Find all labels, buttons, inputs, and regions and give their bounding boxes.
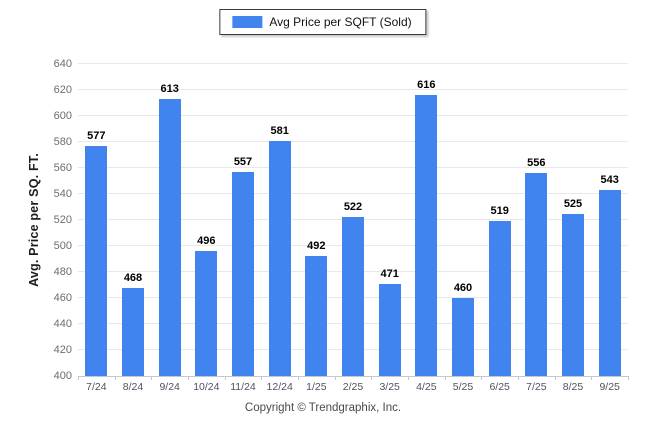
x-axis-tick <box>78 376 79 380</box>
x-axis-tick <box>261 376 263 380</box>
chart-legend: Avg Price per SQFT (Sold) <box>219 9 427 35</box>
x-tick-label: 10/24 <box>193 381 220 393</box>
y-tick-label: 540 <box>53 188 72 200</box>
y-tick-label: 520 <box>53 214 72 226</box>
x-axis-tick <box>518 376 519 380</box>
y-tick-label: 400 <box>53 370 72 382</box>
x-tick-label: 9/24 <box>159 381 180 393</box>
x-axis-tick <box>371 376 373 380</box>
bar <box>85 145 108 376</box>
x-axis-tick <box>188 376 189 380</box>
x-axis-tick <box>628 376 629 380</box>
bar-value-label: 471 <box>380 267 399 280</box>
x-axis-tick <box>114 376 116 380</box>
y-tick-label: 440 <box>53 318 72 330</box>
y-tick-label: 600 <box>53 110 72 122</box>
x-tick-label: 8/25 <box>562 381 584 393</box>
x-axis-tick <box>408 376 409 380</box>
y-tick-label: 460 <box>53 292 72 304</box>
bar-value-label: 496 <box>197 235 216 248</box>
x-axis-tick <box>224 376 226 380</box>
gridline <box>78 141 628 142</box>
bar-value-label: 577 <box>87 129 106 142</box>
x-tick-label: 4/25 <box>416 381 437 393</box>
bar <box>268 140 291 376</box>
x-axis-tick <box>444 376 446 380</box>
x-axis-tick <box>298 376 299 380</box>
x-tick-label: 12/24 <box>266 381 293 393</box>
bar <box>525 173 548 376</box>
x-tick-label: 5/25 <box>452 381 474 393</box>
y-tick-label: 480 <box>53 266 72 278</box>
gridline <box>78 115 628 116</box>
x-axis-tick <box>151 376 153 380</box>
x-tick-label: 2/25 <box>342 381 364 393</box>
bar <box>598 190 621 376</box>
bar-value-label: 492 <box>307 240 326 253</box>
x-tick-label: 8/24 <box>122 381 144 393</box>
gridline <box>78 193 628 194</box>
bar-value-label: 519 <box>490 205 509 218</box>
bar-value-label: 468 <box>123 271 143 284</box>
bar <box>378 283 401 376</box>
x-tick-label: 7/25 <box>526 381 547 393</box>
bar-chart-plot-area: 577 468 613 496 557 581 492 522 471 616 460 519 556 5… <box>78 63 628 377</box>
bar-value-label: 557 <box>233 155 253 168</box>
x-tick-label: 3/25 <box>379 381 400 393</box>
x-axis-tick <box>591 376 593 380</box>
x-tick-label: 7/24 <box>86 381 107 393</box>
bar-value-label: 522 <box>343 201 363 214</box>
bar <box>452 298 474 376</box>
bar <box>415 95 438 376</box>
y-tick-label: 580 <box>53 136 72 148</box>
bar-value-label: 543 <box>600 174 619 187</box>
x-tick-label: 9/25 <box>599 381 620 393</box>
bar <box>195 251 218 376</box>
gridline <box>78 63 628 64</box>
gridline <box>78 167 628 168</box>
gridline <box>78 89 628 90</box>
y-tick-label: 640 <box>53 58 72 70</box>
legend-label: Avg Price per SQFT (Sold) <box>269 15 412 29</box>
x-axis-tick <box>481 376 483 380</box>
bar <box>232 171 254 376</box>
x-axis-tick <box>554 376 556 380</box>
x-axis-tick <box>334 376 336 380</box>
bar <box>122 287 144 376</box>
bar <box>562 213 584 376</box>
bar-value-label: 460 <box>453 282 473 294</box>
legend-swatch-avg-price <box>232 16 263 28</box>
bar <box>158 99 181 376</box>
x-tick-label: 11/24 <box>230 381 256 393</box>
y-tick-label: 560 <box>53 162 72 174</box>
bar <box>342 217 364 376</box>
bar <box>305 256 328 376</box>
y-tick-label: 420 <box>53 344 72 356</box>
x-tick-label: 6/25 <box>489 381 510 393</box>
x-tick-label: 1/25 <box>306 381 327 393</box>
y-tick-label: 500 <box>53 240 72 252</box>
bar-value-label: 616 <box>417 79 436 92</box>
y-tick-label: 620 <box>53 84 72 96</box>
bar-value-label: 525 <box>563 197 583 210</box>
bar-value-label: 613 <box>160 83 179 96</box>
bar <box>488 221 511 376</box>
bar-value-label: 581 <box>270 124 289 137</box>
bar-value-label: 556 <box>527 157 546 170</box>
copyright-text: Copyright © Trendgraphix, Inc. <box>244 402 402 414</box>
